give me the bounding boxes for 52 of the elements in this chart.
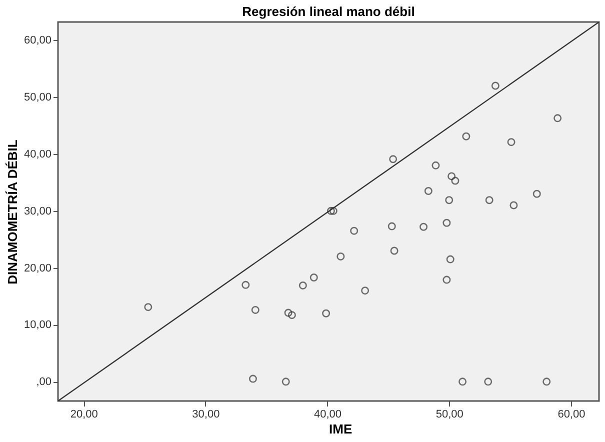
point <box>491 82 500 90</box>
chart-title: Regresión lineal mano débil <box>242 4 415 19</box>
point <box>284 308 292 317</box>
y-tick-label: 50,00 <box>24 92 52 104</box>
point <box>248 374 257 383</box>
point <box>532 190 541 198</box>
y-tick-label: 20,00 <box>24 262 52 274</box>
point <box>251 306 260 314</box>
x-tick-label: 30,00 <box>192 408 220 420</box>
point <box>242 280 250 289</box>
point <box>446 255 454 264</box>
point <box>329 206 338 215</box>
point <box>432 161 440 170</box>
point <box>388 222 396 230</box>
point <box>507 138 516 146</box>
x-tick-label: 50,00 <box>436 408 464 420</box>
point <box>350 226 358 235</box>
point <box>542 378 551 386</box>
point <box>420 222 428 231</box>
point <box>310 274 318 282</box>
point <box>326 206 335 215</box>
point <box>451 176 460 185</box>
point <box>282 378 290 386</box>
y-tick-label: 60,00 <box>24 34 52 47</box>
point <box>288 311 296 320</box>
point <box>144 303 152 312</box>
point <box>484 378 492 386</box>
x-tick-label: 60,00 <box>558 408 586 420</box>
point <box>462 132 470 140</box>
point <box>442 218 451 227</box>
y-tick-label: 40,00 <box>24 148 52 161</box>
y-tick-label: 30,00 <box>24 205 52 218</box>
point <box>445 196 454 204</box>
point <box>336 252 345 260</box>
point <box>485 196 494 204</box>
y-axis-title: DINAMOMETRÍA DÉBIL <box>4 140 20 284</box>
point <box>510 201 518 210</box>
point <box>361 286 370 295</box>
point <box>442 276 451 284</box>
point <box>554 114 562 122</box>
point <box>389 155 398 164</box>
point <box>390 246 398 255</box>
x-tick-label: 40,00 <box>314 408 342 420</box>
point <box>424 187 432 196</box>
y-tick-label: 10,00 <box>24 319 52 332</box>
x-axis-title: IME <box>329 422 352 436</box>
point <box>322 309 330 318</box>
point <box>448 172 456 180</box>
y-tick-label: ,00 <box>36 376 52 388</box>
point <box>458 378 467 386</box>
point <box>298 281 307 290</box>
x-tick-label: 20,00 <box>70 408 98 420</box>
